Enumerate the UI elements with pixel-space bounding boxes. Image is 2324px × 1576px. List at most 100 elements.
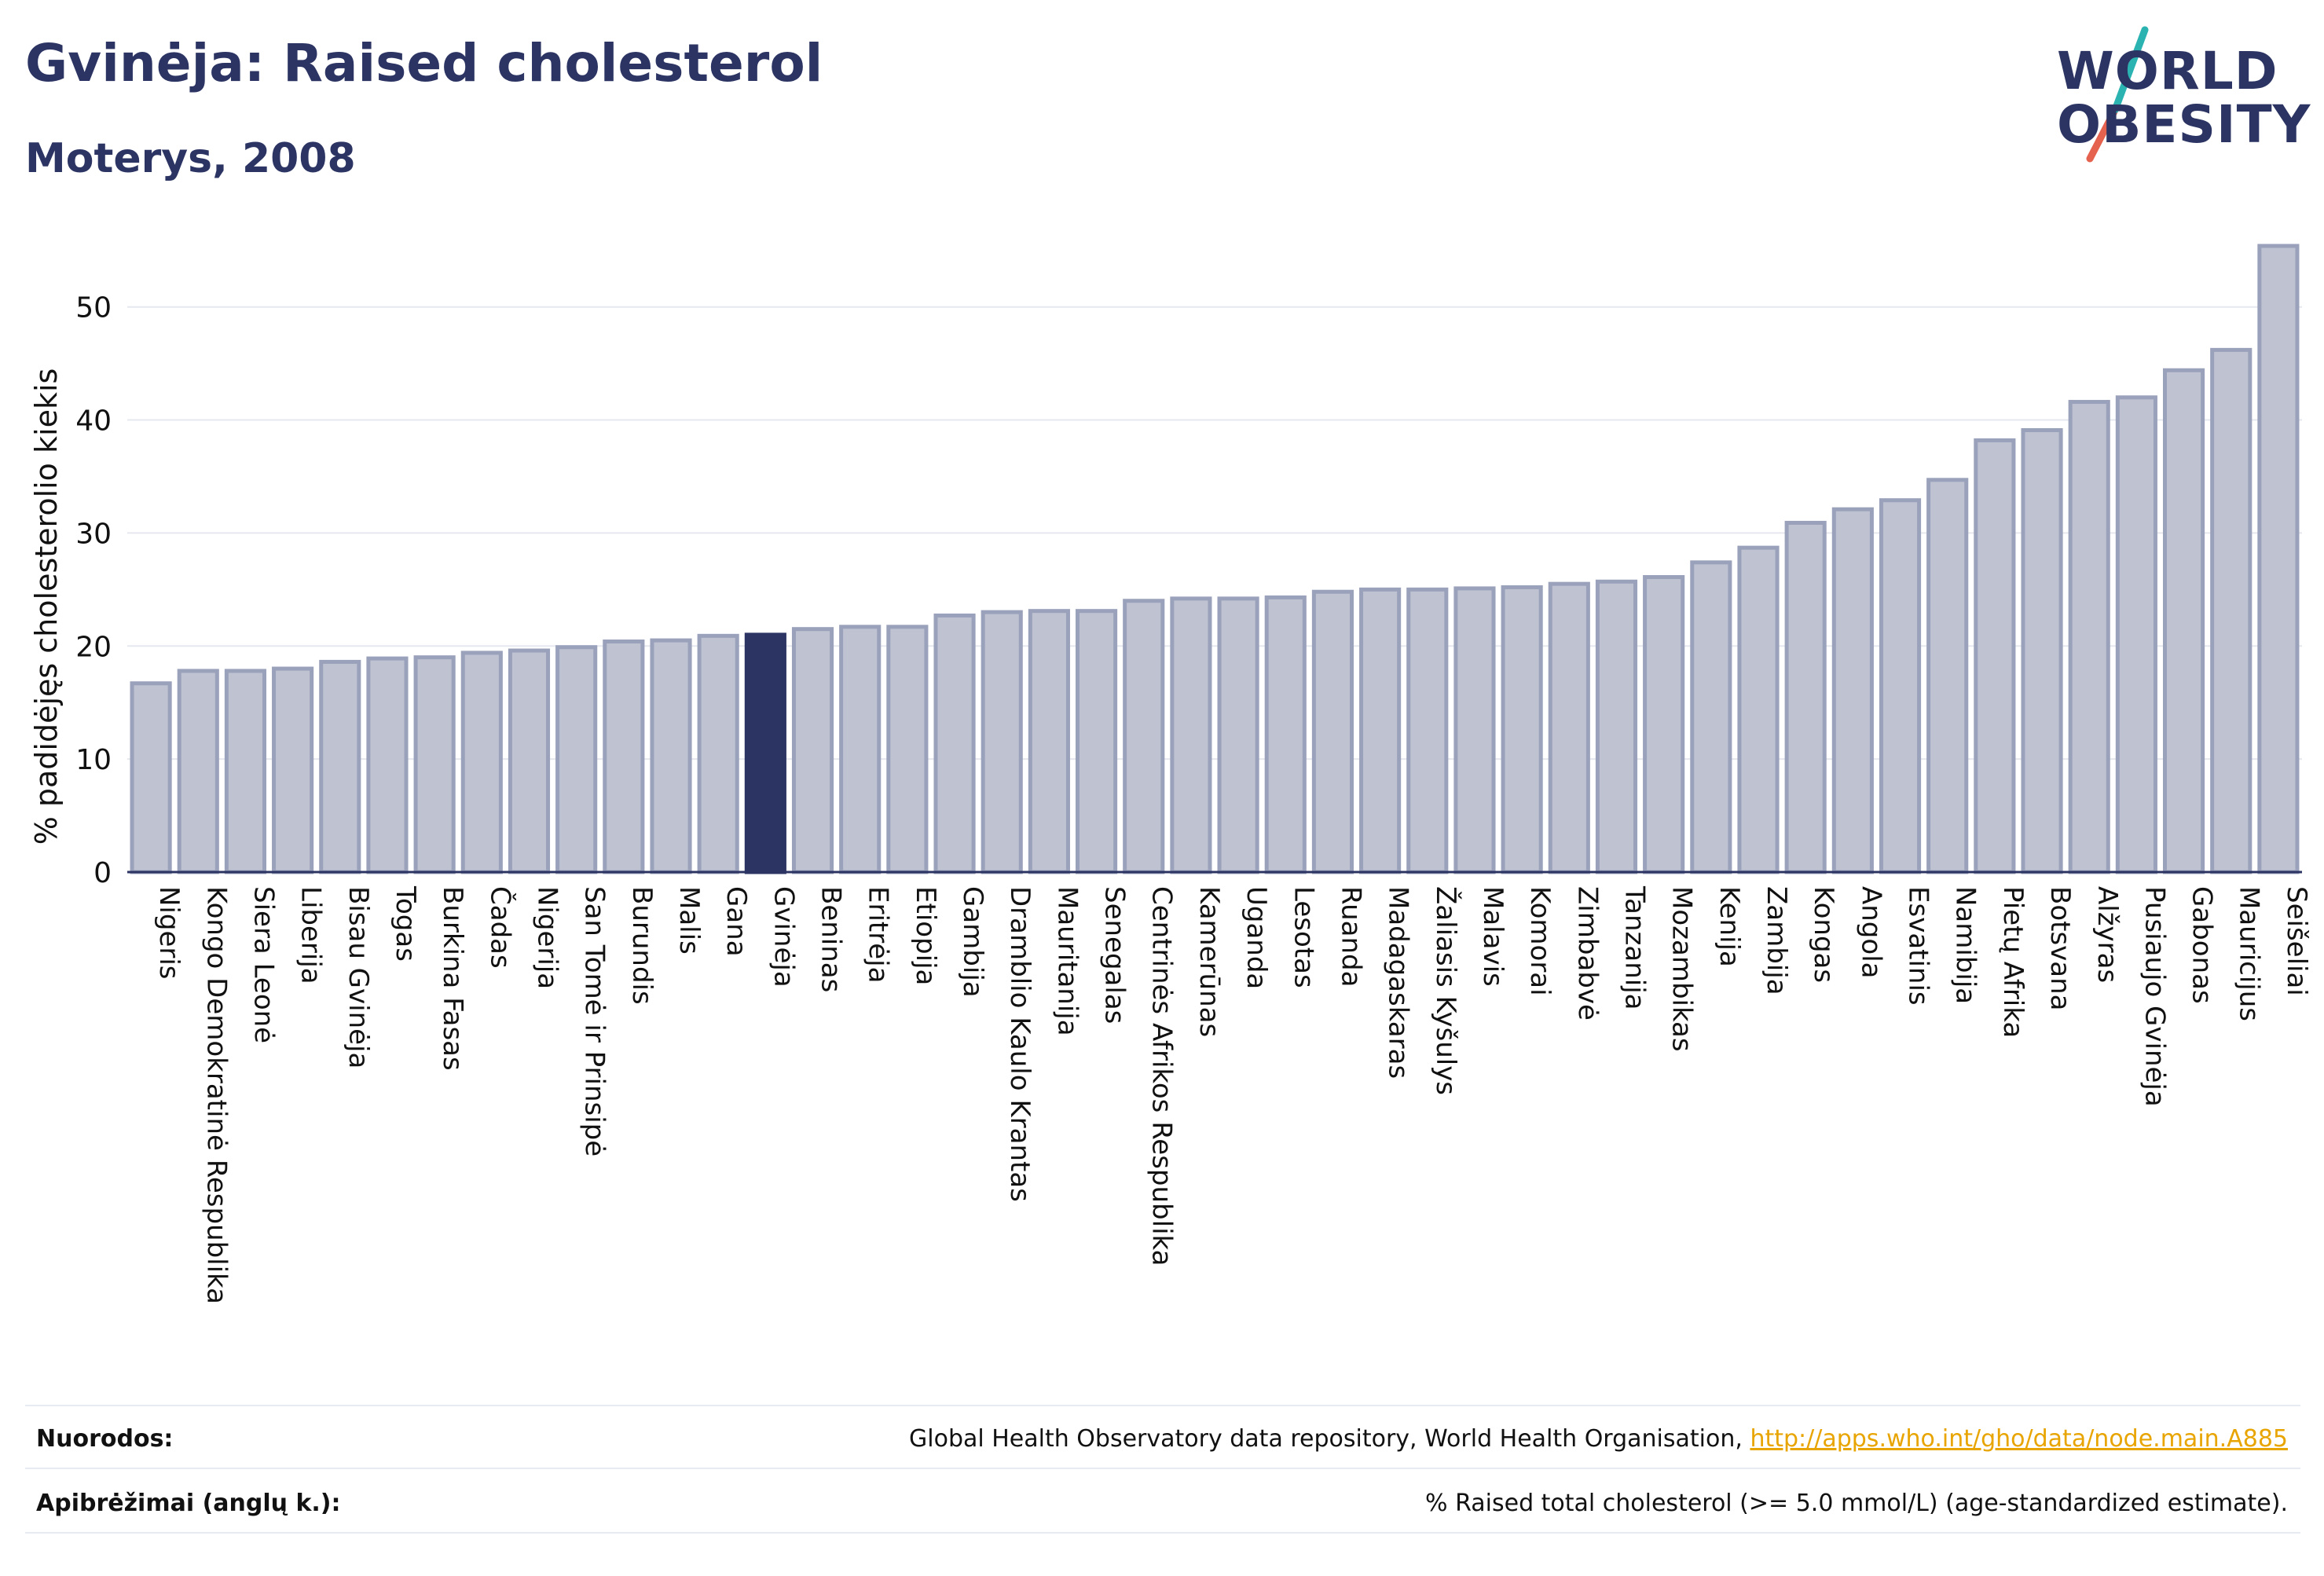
sources-text: Global Health Observatory data repositor… [909,1425,1750,1453]
x-tick-label: Burundis [626,886,658,1005]
x-tick-label: Komorai [1524,886,1556,996]
bar [981,610,1023,874]
x-tick-label: Alžyras [2091,886,2123,983]
page-title: Gvinėja: Raised cholesterol [25,33,823,93]
x-tick-label: Kongas [1808,886,1839,983]
y-tick-label: 50 [75,292,112,324]
x-tick-label: Seišeliai [2281,886,2312,996]
bar [933,613,976,874]
x-tick-label: Uganda [1241,886,1272,989]
x-tick-label: Togas [390,885,421,962]
bar [1595,579,1638,874]
bar [603,640,645,874]
bar [1926,478,1969,874]
bar [2021,428,2063,874]
x-tick-label: Gvinėja [768,886,799,988]
bar-highlighted [744,632,786,874]
bar-chart: 0 10 20 30 40 50 Nigeris Kongo Demokratinė Res… [29,244,2312,1304]
bar [1643,575,1685,874]
bar [1028,609,1070,874]
bar [508,648,551,874]
x-tick-label: Žaliasis Kyšulys [1430,886,1462,1095]
bar [1406,587,1449,874]
page-subtitle: Moterys, 2008 [25,135,356,182]
bar [413,655,456,874]
x-tick-label: Madagaskaras [1383,886,1414,1079]
y-axis-label: % padidėjęs cholesterolio kiekis [29,368,64,845]
x-tick-label: Bisau Gvinėja [343,886,374,1068]
y-tick-label: 0 [93,857,112,889]
bar [1453,586,1496,874]
bar [130,681,172,874]
bar [697,633,739,874]
x-tick-label: Gambija [957,886,988,998]
logo-text-world: WORLD [2057,41,2278,101]
x-tick-label: Kenija [1714,886,1745,967]
x-tick-label: Eritrėja [863,886,894,983]
bar [1311,589,1354,874]
x-tick-label: Malis [673,886,705,955]
bar [1170,596,1212,874]
bar [791,627,834,874]
x-tick-label: Tanzanija [1618,885,1650,1010]
bar [1548,581,1590,874]
x-tick-label: Zambija [1761,886,1792,995]
definitions-label: Apibrėžimai (anglų k.): [36,1490,341,1517]
chart-bars [130,244,2300,874]
x-tick-label: Pusiaujo Gvinėja [2139,886,2170,1107]
bar [319,659,361,874]
x-tick-label: Zimbabvė [1571,886,1603,1021]
bar [2115,395,2157,874]
x-tick-label: Mozambikas [1666,886,1698,1052]
bar [2162,368,2205,874]
x-tick-label: Dramblio Kaulo Krantas [1004,886,1036,1202]
x-tick-label: Senegalas [1099,886,1131,1024]
logo-slash-icon [2086,26,2149,163]
bar [177,669,219,874]
bar [2257,244,2300,874]
y-tick-label: 20 [75,631,112,663]
footer-divider [25,1468,2300,1469]
bar [1501,585,1543,874]
bar [2068,400,2110,874]
bar [650,638,692,874]
bar [1264,595,1307,874]
bar [1217,596,1259,874]
bar [1831,507,1874,874]
sources-link[interactable]: http://apps.who.int/gho/data/node.main.A… [1750,1425,2288,1453]
x-tick-label: Beninas [816,886,847,992]
bar [886,625,929,874]
x-tick-label: Namibija [1950,886,1981,1004]
x-tick-label: Esvatinis [1903,886,1934,1006]
logo-text-obesity: OBESITY [2057,94,2311,155]
footer-divider [25,1532,2300,1534]
bar [1690,560,1732,874]
x-tick-label: Čadas [484,886,516,969]
bar [1974,438,2016,874]
x-tick-label: Kongo Demokratinė Respublika [200,886,232,1304]
x-tick-label: Siera Leonė [247,886,279,1043]
bar [2210,347,2253,874]
sources-label: Nuorodos: [36,1425,174,1453]
y-tick-label: 10 [75,744,112,776]
x-tick-label: Etiopija [910,886,941,985]
bar [1075,609,1118,874]
bar [1784,520,1827,874]
world-obesity-logo: WORLD OBESITY [2027,24,2310,165]
definitions-value: % Raised total cholesterol (>= 5.0 mmol/… [1425,1490,2288,1517]
x-tick-label: Ruanda [1335,886,1366,987]
y-axis-ticks: 0 10 20 30 40 50 [75,292,112,889]
x-tick-label: Gana [720,886,752,957]
x-tick-label: Liberija [295,886,327,984]
bar [839,625,882,874]
sources-value: Global Health Observatory data repositor… [909,1425,2288,1453]
bar [224,669,267,874]
bar [460,651,503,874]
x-tick-label: Nigeris [153,886,185,980]
x-tick-label: Nigerija [531,886,563,989]
bar [1123,599,1165,874]
footer-divider [25,1405,2300,1406]
bar [1879,498,1922,874]
x-tick-label: Kamerūnas [1193,886,1225,1037]
x-tick-label: Angola [1855,886,1886,978]
